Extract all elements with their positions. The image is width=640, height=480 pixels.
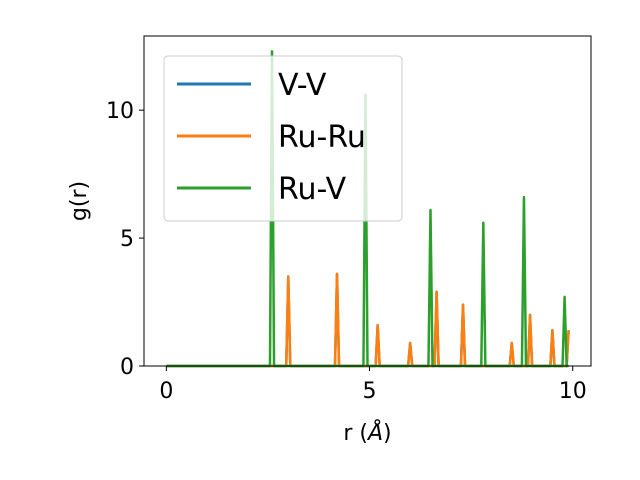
legend-label-ru-v: Ru-V <box>278 172 347 207</box>
legend-box <box>163 55 403 222</box>
x-tick-label: 5 <box>363 379 377 404</box>
x-tick-label: 10 <box>559 379 587 404</box>
legend: V-V Ru-Ru Ru-V <box>163 55 403 222</box>
y-axis-label: g(r) <box>67 181 92 221</box>
x-tick-label: 0 <box>159 379 173 404</box>
x-axis-label-unit: Å <box>366 419 383 446</box>
y-tick-label: 5 <box>120 227 134 252</box>
x-axis-label-text: r ( <box>343 421 368 446</box>
legend-label-v-v: V-V <box>278 68 327 103</box>
x-axis-label: r (Å) <box>343 419 391 446</box>
y-tick-label: 0 <box>120 355 134 380</box>
plot-frame <box>143 35 592 367</box>
y-tick-label: 10 <box>106 99 134 124</box>
legend-label-ru-ru: Ru-Ru <box>278 120 366 155</box>
x-axis-label-close: ) <box>383 421 392 446</box>
ticks-layer: 0 5 10 0 5 10 <box>106 99 587 404</box>
